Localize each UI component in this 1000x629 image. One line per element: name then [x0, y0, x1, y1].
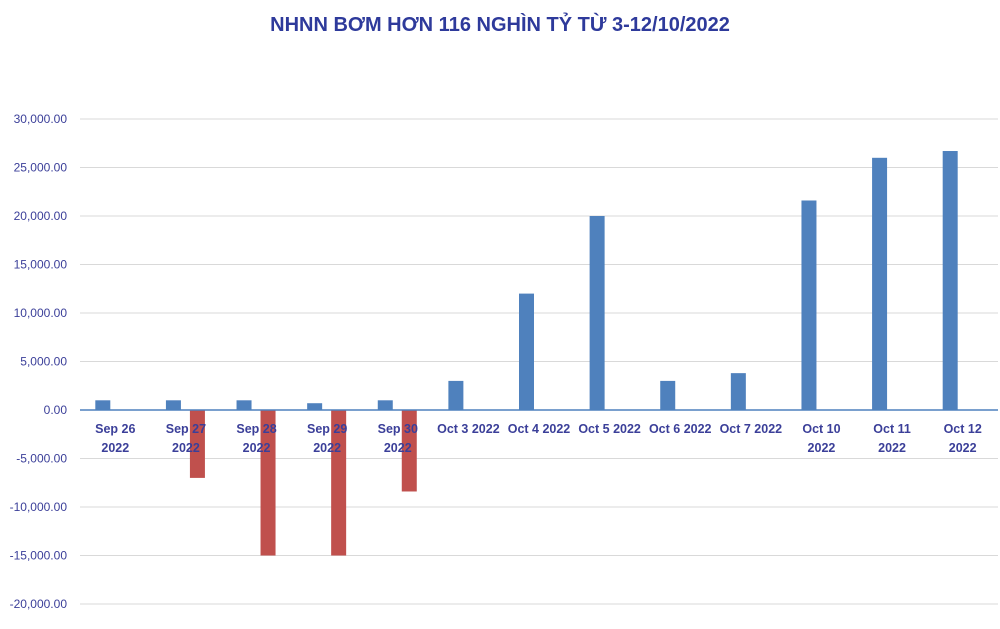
x-tick-label: 2022	[878, 441, 906, 455]
x-tick-label: Oct 7 2022	[720, 422, 783, 436]
bar	[448, 380, 464, 410]
bar	[236, 400, 252, 410]
bar	[660, 380, 676, 410]
bar	[942, 151, 958, 410]
y-tick-label: -20,000.00	[10, 597, 68, 611]
y-tick-label: -10,000.00	[10, 500, 68, 514]
y-tick-label: -5,000.00	[16, 452, 67, 466]
chart-title: NHNN BƠM HƠN 116 NGHÌN TỶ TỪ 3-12/10/202…	[270, 14, 730, 36]
bar	[730, 373, 746, 410]
bar	[589, 216, 605, 410]
y-tick-label: 10,000.00	[14, 306, 68, 320]
bar	[331, 410, 347, 556]
bar	[307, 403, 323, 410]
x-tick-label: 2022	[101, 441, 129, 455]
y-tick-label: 0.00	[44, 403, 68, 417]
x-tick-label: Sep 28	[236, 422, 276, 436]
x-tick-label: Oct 10	[802, 422, 840, 436]
x-tick-label: 2022	[384, 441, 412, 455]
x-tick-label: 2022	[172, 441, 200, 455]
x-tick-label: Oct 3 2022	[437, 422, 500, 436]
bar	[95, 400, 111, 410]
x-tick-label: Sep 29	[307, 422, 347, 436]
x-tick-label: Sep 27	[166, 422, 206, 436]
x-tick-label: Oct 5 2022	[578, 422, 641, 436]
y-tick-label: 5,000.00	[20, 355, 67, 369]
bar	[165, 400, 181, 410]
y-tick-label: 20,000.00	[14, 209, 68, 223]
x-tick-label: Oct 11	[873, 422, 911, 436]
bar	[260, 410, 276, 556]
x-tick-label: Oct 4 2022	[508, 422, 571, 436]
x-tick-label: 2022	[949, 441, 977, 455]
bar	[801, 200, 817, 410]
y-tick-label: 25,000.00	[14, 161, 68, 175]
y-tick-label: -15,000.00	[10, 549, 68, 563]
bar	[401, 410, 417, 492]
bar	[872, 157, 888, 410]
x-tick-label: Oct 12	[944, 422, 982, 436]
x-tick-label: 2022	[243, 441, 271, 455]
y-tick-label: 30,000.00	[14, 112, 68, 126]
x-tick-label: Sep 26	[95, 422, 135, 436]
bar	[189, 410, 205, 478]
bar	[377, 400, 393, 410]
x-tick-label: 2022	[808, 441, 836, 455]
y-tick-label: 15,000.00	[14, 258, 68, 272]
bar	[519, 293, 534, 410]
x-tick-label: Sep 30	[378, 422, 418, 436]
x-tick-label: Oct 6 2022	[649, 422, 712, 436]
x-tick-label: 2022	[313, 441, 341, 455]
